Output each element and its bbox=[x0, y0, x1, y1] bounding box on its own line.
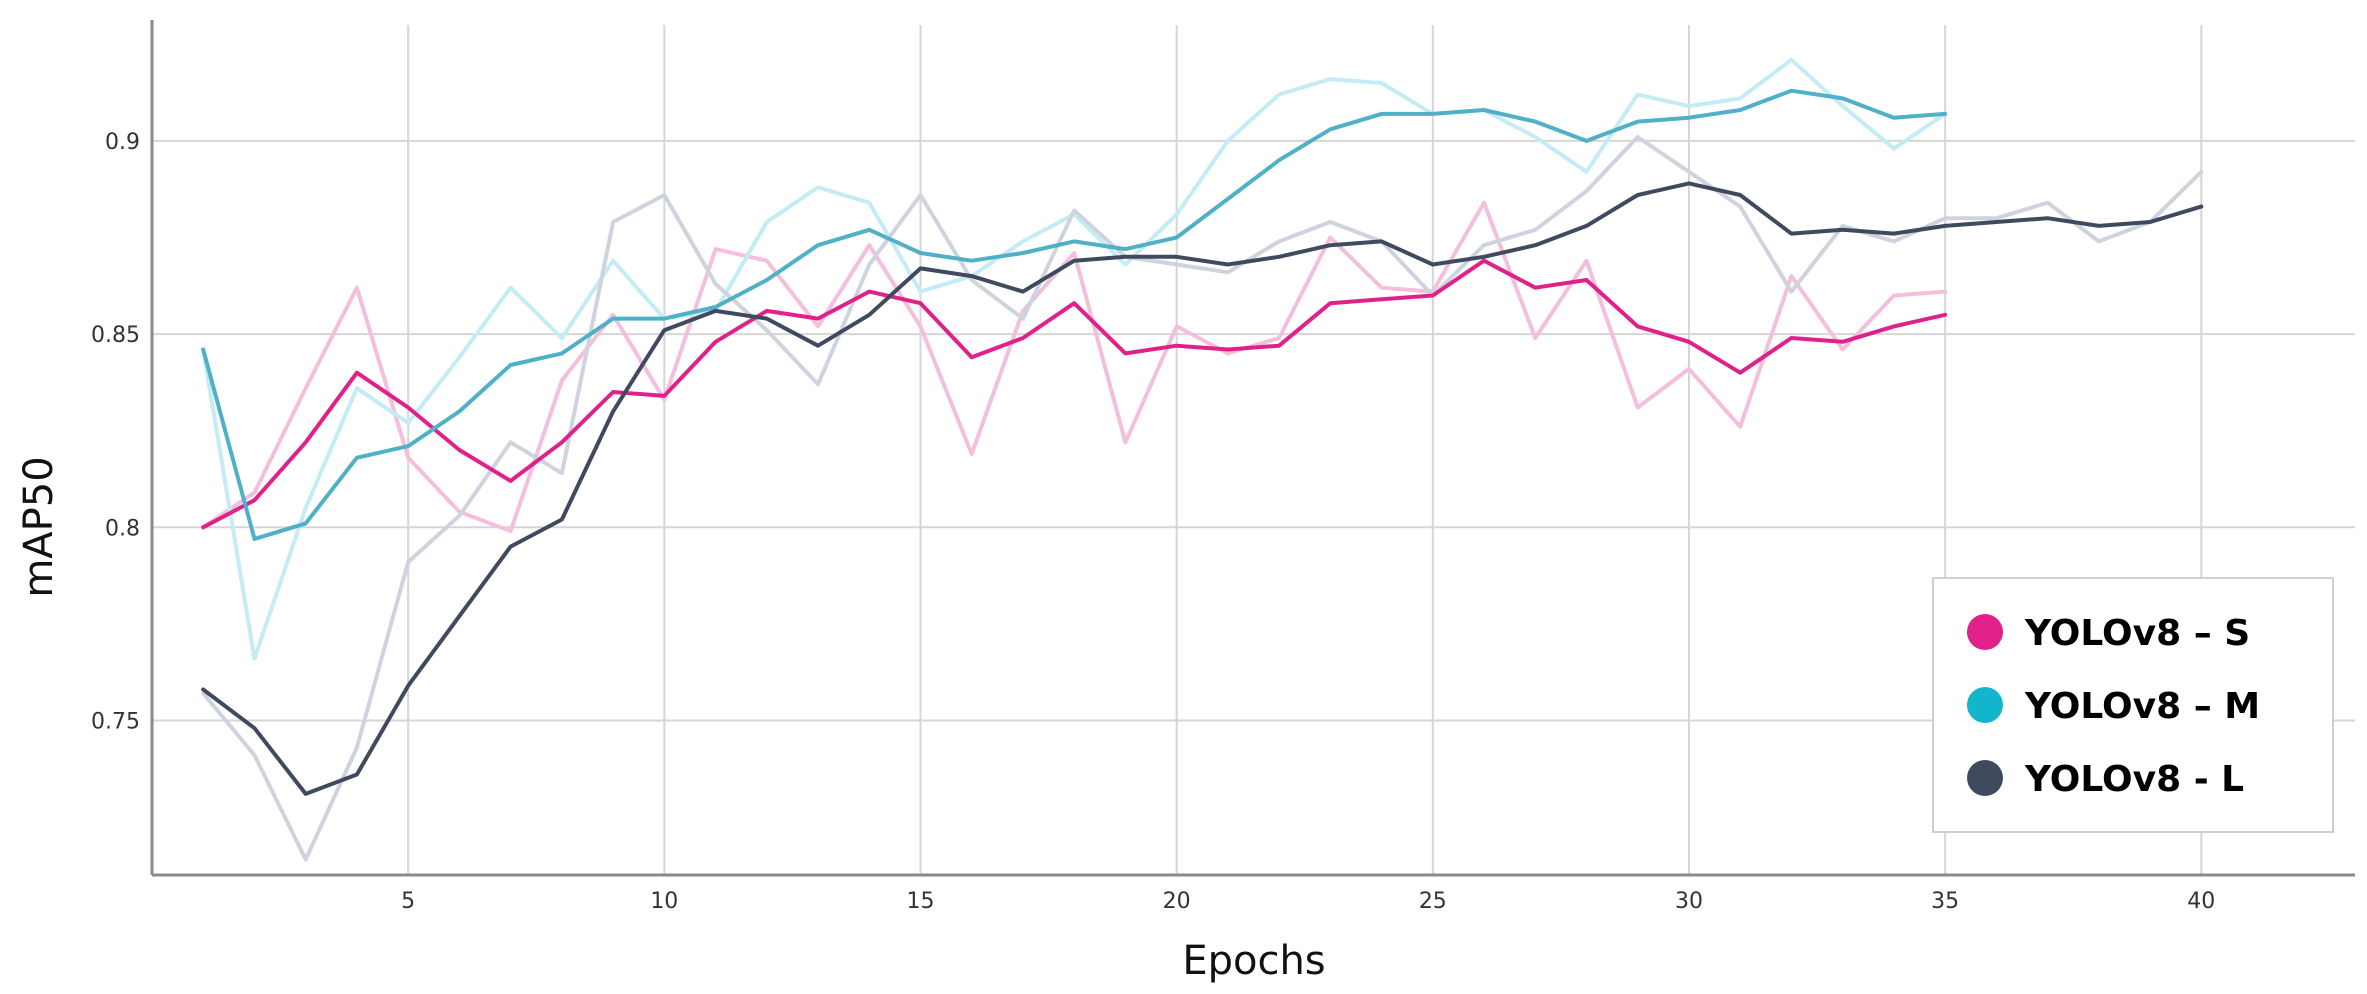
legend-label: YOLOv8 – S bbox=[2024, 613, 2250, 654]
x-tick-label: 35 bbox=[1931, 889, 1959, 914]
legend-label: YOLOv8 - L bbox=[2024, 759, 2244, 800]
x-tick-label: 15 bbox=[906, 889, 934, 914]
tick-labels: 5 10 15 20 25 30 35 40 0.75 0.8 0.85 0.9 bbox=[91, 130, 2215, 914]
y-tick-label: 0.85 bbox=[91, 323, 140, 348]
x-tick-label: 10 bbox=[650, 889, 678, 914]
series-line-2 bbox=[201, 181, 2204, 796]
axes bbox=[150, 20, 2355, 877]
y-tick-label: 0.9 bbox=[105, 130, 140, 155]
legend-marker bbox=[1967, 614, 2003, 650]
x-tick-label: 20 bbox=[1163, 889, 1191, 914]
series-raw-line-0 bbox=[201, 200, 1948, 534]
y-axis-title: mAP50 bbox=[16, 456, 62, 597]
series-raw-line-2 bbox=[201, 135, 2204, 862]
x-tick-label: 25 bbox=[1419, 889, 1447, 914]
series-line-0 bbox=[201, 258, 1948, 530]
x-tick-label: 40 bbox=[2187, 889, 2215, 914]
legend-label: YOLOv8 – M bbox=[2024, 686, 2260, 727]
smoothed-series-lines bbox=[201, 88, 2204, 796]
y-tick-label: 0.75 bbox=[91, 709, 140, 734]
x-tick-label: 30 bbox=[1675, 889, 1703, 914]
series-raw-line-1 bbox=[201, 57, 1948, 661]
series-line-1 bbox=[201, 88, 1948, 541]
x-tick-label: 5 bbox=[401, 889, 415, 914]
x-axis-title: Epochs bbox=[1182, 938, 1325, 984]
raw-series-lines bbox=[201, 57, 2204, 862]
legend: YOLOv8 – S YOLOv8 – M YOLOv8 - L bbox=[1932, 577, 2334, 833]
legend-marker bbox=[1967, 687, 2003, 723]
legend-marker bbox=[1967, 760, 2003, 796]
y-tick-label: 0.8 bbox=[105, 516, 140, 541]
